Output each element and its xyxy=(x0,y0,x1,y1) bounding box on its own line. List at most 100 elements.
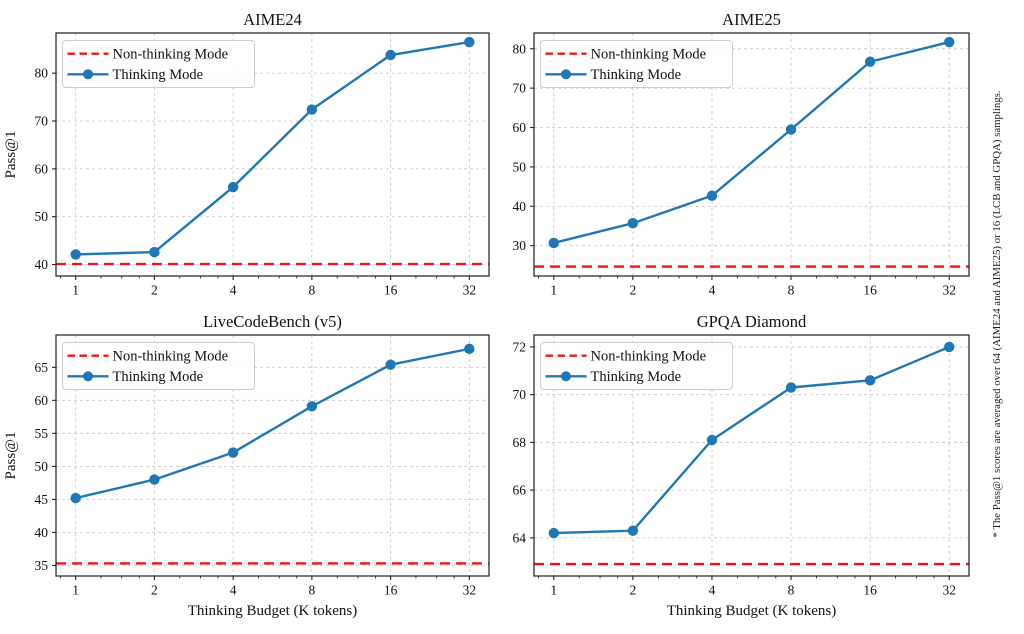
y-tick-label: 60 xyxy=(513,120,527,135)
y-tick-label: 40 xyxy=(513,199,527,214)
data-point xyxy=(548,527,559,539)
data-point xyxy=(706,434,718,446)
ticks: 40 50 60 70 80 1 2 4 8 16 32 xyxy=(35,66,477,298)
y-tick-label: 70 xyxy=(35,114,49,129)
chart-aime25: 30 40 50 60 70 80 1 2 4 8 16 32 AIME25 Non-thinking M… xyxy=(513,10,970,298)
sampling-note: * The Pass@1 scores are averaged over 64… xyxy=(991,90,1003,538)
axes-spines xyxy=(533,334,970,577)
data-point xyxy=(864,375,876,386)
x-tick-label: 2 xyxy=(151,583,158,598)
legend-box xyxy=(540,40,733,88)
y-tick-label: 64 xyxy=(513,530,527,545)
chart-title: AIME25 xyxy=(722,10,781,29)
legend-non-thinking-label: Non-thinking Mode xyxy=(591,47,707,63)
y-tick-label: 35 xyxy=(35,558,49,573)
data-point xyxy=(864,56,876,67)
data-point xyxy=(785,124,797,135)
y-axis-label: Pass@1 xyxy=(3,432,19,480)
ticks: 64 66 68 70 72 1 2 4 8 16 32 xyxy=(513,339,956,597)
data-point xyxy=(306,104,318,115)
legend-non-thinking-label: Non-thinking Mode xyxy=(113,349,229,365)
x-tick-label: 8 xyxy=(308,283,315,298)
chart-aime24: 40 50 60 70 80 1 2 4 8 16 32 AIME24 Pass@1 Non-thinki… xyxy=(3,10,490,298)
x-tick-label: 1 xyxy=(72,583,79,598)
x-tick-label: 16 xyxy=(863,283,877,298)
x-tick-label: 32 xyxy=(463,283,477,298)
thinking-line xyxy=(74,40,471,256)
x-tick-label: 4 xyxy=(709,583,716,598)
data-point xyxy=(227,447,239,458)
data-point xyxy=(627,218,639,229)
legend: Non-thinking Mode Thinking Mode xyxy=(540,342,733,390)
y-tick-label: 40 xyxy=(35,525,49,540)
y-tick-label: 50 xyxy=(35,459,49,474)
y-tick-label: 40 xyxy=(35,257,49,272)
legend-non-thinking-label: Non-thinking Mode xyxy=(113,47,229,63)
y-tick-label: 30 xyxy=(513,238,527,253)
data-point xyxy=(627,525,639,536)
data-point xyxy=(385,49,396,61)
x-tick-label: 4 xyxy=(709,283,716,298)
y-tick-label: 60 xyxy=(35,393,49,408)
thinking-line xyxy=(552,345,951,535)
x-tick-label: 32 xyxy=(942,583,956,598)
x-tick-label: 16 xyxy=(863,583,877,598)
x-tick-label: 4 xyxy=(230,283,237,298)
axes-spines xyxy=(55,334,490,577)
x-tick-label: 2 xyxy=(151,283,158,298)
y-tick-label: 70 xyxy=(513,81,527,96)
data-point xyxy=(227,181,239,193)
legend-thinking-marker xyxy=(561,371,571,382)
y-tick-label: 80 xyxy=(513,41,527,56)
axes-spines xyxy=(55,32,490,277)
x-tick-label: 1 xyxy=(72,283,79,298)
x-tick-label: 32 xyxy=(942,283,956,298)
legend-thinking-label: Thinking Mode xyxy=(113,67,204,83)
y-tick-label: 65 xyxy=(35,360,49,375)
legend-box xyxy=(62,342,255,390)
chart-title: GPQA Diamond xyxy=(697,312,807,331)
axes-spines xyxy=(533,32,970,277)
y-tick-label: 72 xyxy=(513,339,527,354)
y-tick-label: 66 xyxy=(513,483,527,498)
y-tick-label: 45 xyxy=(35,492,49,507)
ticks: 30 40 50 60 70 80 1 2 4 8 16 32 xyxy=(513,41,956,297)
legend-thinking-label: Thinking Mode xyxy=(591,369,682,385)
legend-thinking-marker xyxy=(83,69,93,80)
legend: Non-thinking Mode Thinking Mode xyxy=(62,342,255,390)
x-tick-label: 1 xyxy=(550,583,557,598)
x-tick-label: 16 xyxy=(384,283,398,298)
ticks: 35 40 45 50 55 60 65 1 2 4 8 16 32 xyxy=(35,360,477,598)
data-point xyxy=(785,382,797,393)
data-point xyxy=(944,341,955,353)
chart-livecodebench-v5: 35 40 45 50 55 60 65 1 2 4 8 16 32 LiveCodeBench (v5)… xyxy=(3,312,490,619)
y-tick-label: 50 xyxy=(35,209,49,224)
y-tick-label: 68 xyxy=(513,435,527,450)
x-tick-label: 2 xyxy=(629,283,636,298)
legend: Non-thinking Mode Thinking Mode xyxy=(540,40,733,88)
legend: Non-thinking Mode Thinking Mode xyxy=(62,40,255,88)
legend-box xyxy=(62,40,255,88)
data-point xyxy=(944,36,955,48)
legend-non-thinking-label: Non-thinking Mode xyxy=(591,349,707,365)
x-axis-label: Thinking Budget (K tokens) xyxy=(188,603,358,619)
chart-gpqa-diamond: 64 66 68 70 72 1 2 4 8 16 32 GPQA Diamond Thinking B… xyxy=(513,312,970,619)
legend-box xyxy=(540,342,733,390)
data-point xyxy=(149,474,160,485)
data-point xyxy=(385,359,396,370)
x-tick-label: 8 xyxy=(308,583,315,598)
data-point xyxy=(70,249,81,260)
y-tick-label: 80 xyxy=(35,66,49,81)
y-axis-label: Pass@1 xyxy=(3,131,19,179)
data-point xyxy=(706,190,718,201)
x-axis-label: Thinking Budget (K tokens) xyxy=(667,603,837,619)
x-tick-label: 2 xyxy=(629,583,636,598)
y-tick-label: 60 xyxy=(35,161,49,176)
y-tick-label: 70 xyxy=(513,387,527,402)
data-point xyxy=(70,492,81,504)
x-tick-label: 8 xyxy=(788,283,795,298)
data-point xyxy=(548,237,559,249)
x-tick-label: 16 xyxy=(384,583,398,598)
x-tick-label: 32 xyxy=(463,583,477,598)
